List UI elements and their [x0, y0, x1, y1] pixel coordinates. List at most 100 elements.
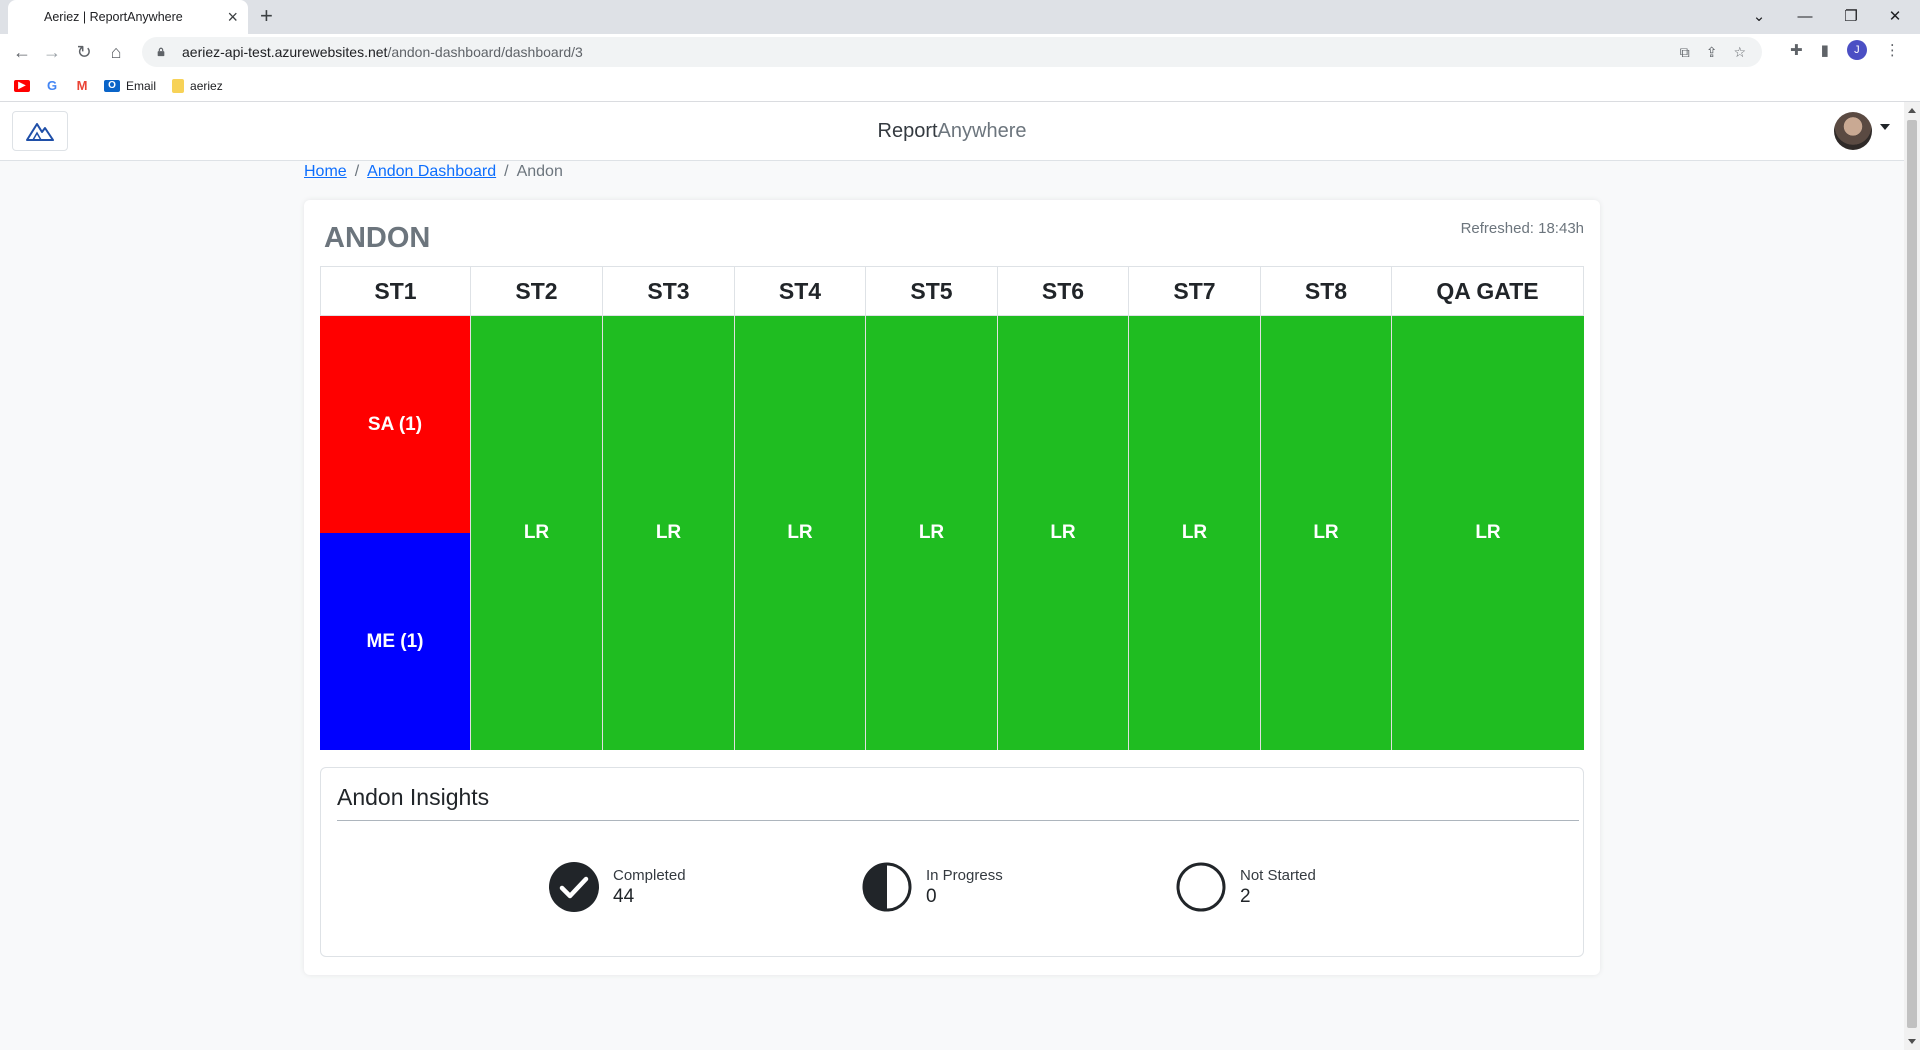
scrollbar-thumb[interactable]: [1907, 120, 1917, 1028]
home-icon[interactable]: ⌂: [110, 41, 122, 62]
station-column: ST4 LR: [734, 266, 865, 750]
folder-icon: [172, 78, 185, 93]
brand-title: ReportAnywhere: [0, 120, 1904, 143]
stat-completed: Completed 44: [549, 862, 686, 912]
station-column: QA GATE LR: [1391, 266, 1584, 750]
station-header: ST8: [1260, 266, 1391, 316]
breadcrumb-home[interactable]: Home: [304, 163, 347, 180]
forward-icon[interactable]: →: [43, 41, 61, 62]
station-status-cell[interactable]: LR: [1260, 316, 1391, 750]
bookmark-gmail[interactable]: M: [74, 78, 90, 93]
andon-station-grid: ST1 SA (1) ME (1) ST2 LR ST3 LR ST4 LR ST5 LR ST6 LR…: [320, 266, 1584, 750]
station-column: ST3 LR: [602, 266, 734, 750]
bookmark-label: Email: [126, 78, 157, 93]
url-host: aeriez-api-test.azurewebsites.net: [182, 44, 388, 60]
share-icon[interactable]: ⇪: [1705, 44, 1718, 60]
google-icon: G: [46, 78, 58, 93]
new-tab-icon[interactable]: +: [260, 3, 273, 28]
insights-title: Andon Insights: [337, 784, 490, 810]
station-status-area: LR: [997, 316, 1128, 750]
station-column: ST1 SA (1) ME (1): [320, 266, 470, 750]
station-column: ST8 LR: [1260, 266, 1391, 750]
breadcrumb-andon-dashboard[interactable]: Andon Dashboard: [367, 163, 497, 180]
station-status-cell[interactable]: LR: [602, 316, 734, 750]
station-header: ST5: [865, 266, 997, 316]
station-status-area: LR: [1391, 316, 1584, 750]
minimize-icon[interactable]: —: [1797, 7, 1813, 25]
station-status-cell[interactable]: LR: [1128, 316, 1260, 750]
mountain-logo-icon: [26, 123, 54, 141]
brand-secondary: Anywhere: [937, 120, 1027, 142]
page-scrollbar[interactable]: [1904, 102, 1920, 1050]
page-title: ANDON: [324, 222, 431, 254]
station-header: QA GATE: [1391, 266, 1584, 316]
station-status-cell[interactable]: LR: [997, 316, 1128, 750]
chrome-menu-icon[interactable]: ⋮: [1884, 42, 1900, 59]
stat-label: Completed: [613, 866, 686, 884]
bookmark-star-icon[interactable]: ☆: [1733, 44, 1746, 60]
station-status-cell[interactable]: LR: [734, 316, 865, 750]
insights-divider: [337, 820, 1579, 821]
bookmarks-bar: ▶ G M O Email aeriez: [0, 70, 1920, 102]
stat-label: Not Started: [1240, 866, 1316, 884]
scroll-up-icon[interactable]: [1908, 108, 1916, 113]
breadcrumb-separator: /: [354, 163, 360, 180]
station-column: ST6 LR: [997, 266, 1128, 750]
address-bar[interactable]: aeriez-api-test.azurewebsites.net/andon-…: [142, 37, 1762, 67]
station-column: ST2 LR: [470, 266, 602, 750]
browser-toolbar: ← → ↻ ⌂ aeriez-api-test.azurewebsites.ne…: [0, 34, 1920, 70]
station-header: ST1: [320, 266, 470, 316]
user-menu-caret-icon[interactable]: [1880, 124, 1890, 130]
back-icon[interactable]: ←: [13, 41, 31, 62]
browser-tabstrip: Aeriez | ReportAnywhere × + ⌄ — ❐ ✕: [0, 0, 1920, 34]
close-tab-icon[interactable]: ×: [227, 6, 238, 27]
station-status-cell[interactable]: ME (1): [320, 533, 470, 750]
reload-icon[interactable]: ↻: [76, 41, 92, 62]
station-status-area: LR: [734, 316, 865, 750]
extensions-icon[interactable]: ✚: [1790, 42, 1803, 59]
station-status-cell[interactable]: LR: [1391, 316, 1584, 750]
bookmark-google[interactable]: G: [44, 78, 60, 93]
app-logo-button[interactable]: [12, 111, 68, 151]
profile-icon[interactable]: J: [1846, 40, 1867, 60]
side-panel-icon[interactable]: ▮: [1820, 42, 1829, 59]
bookmark-youtube[interactable]: ▶: [14, 79, 30, 92]
user-avatar[interactable]: [1834, 112, 1872, 150]
lock-icon: [157, 47, 165, 57]
empty-circle-icon: [1176, 862, 1226, 912]
station-status-area: LR: [602, 316, 734, 750]
station-header: ST2: [470, 266, 602, 316]
stat-value: 0: [926, 885, 937, 907]
bookmark-aeriez[interactable]: aeriez: [172, 78, 223, 93]
close-window-icon[interactable]: ✕: [1888, 8, 1902, 25]
scroll-down-icon[interactable]: [1908, 1039, 1916, 1044]
station-status-area: LR: [1128, 316, 1260, 750]
station-status-cell[interactable]: LR: [865, 316, 997, 750]
station-status-area: LR: [1260, 316, 1391, 750]
stat-value: 44: [613, 885, 635, 907]
bookmark-label: aeriez: [190, 78, 223, 93]
restore-icon[interactable]: ❐: [1844, 8, 1858, 25]
breadcrumb-current: Andon: [516, 163, 563, 180]
outlook-icon: O: [104, 79, 120, 92]
gmail-icon: M: [76, 78, 88, 93]
station-status-area: LR: [470, 316, 602, 750]
station-status-cell[interactable]: SA (1): [320, 316, 470, 533]
tab-title: Aeriez | ReportAnywhere: [44, 10, 183, 24]
youtube-icon: ▶: [14, 79, 30, 92]
station-header: ST6: [997, 266, 1128, 316]
app-header: ReportAnywhere: [0, 102, 1904, 161]
check-circle-icon: [549, 862, 599, 912]
station-status-area: LR: [865, 316, 997, 750]
brand-primary: Report: [877, 120, 938, 142]
andon-insights-panel: Andon Insights Completed 44 In Progress …: [320, 767, 1584, 957]
browser-tab[interactable]: Aeriez | ReportAnywhere ×: [8, 0, 248, 34]
stat-not-started: Not Started 2: [1176, 862, 1316, 912]
station-status-area: SA (1) ME (1): [320, 316, 470, 750]
breadcrumb: Home / Andon Dashboard / Andon: [304, 163, 563, 181]
open-in-app-icon[interactable]: ⧉: [1679, 44, 1690, 60]
tab-search-icon[interactable]: ⌄: [1752, 8, 1766, 25]
station-status-cell[interactable]: LR: [470, 316, 602, 750]
bookmark-email[interactable]: O Email: [104, 79, 156, 93]
station-header: ST7: [1128, 266, 1260, 316]
